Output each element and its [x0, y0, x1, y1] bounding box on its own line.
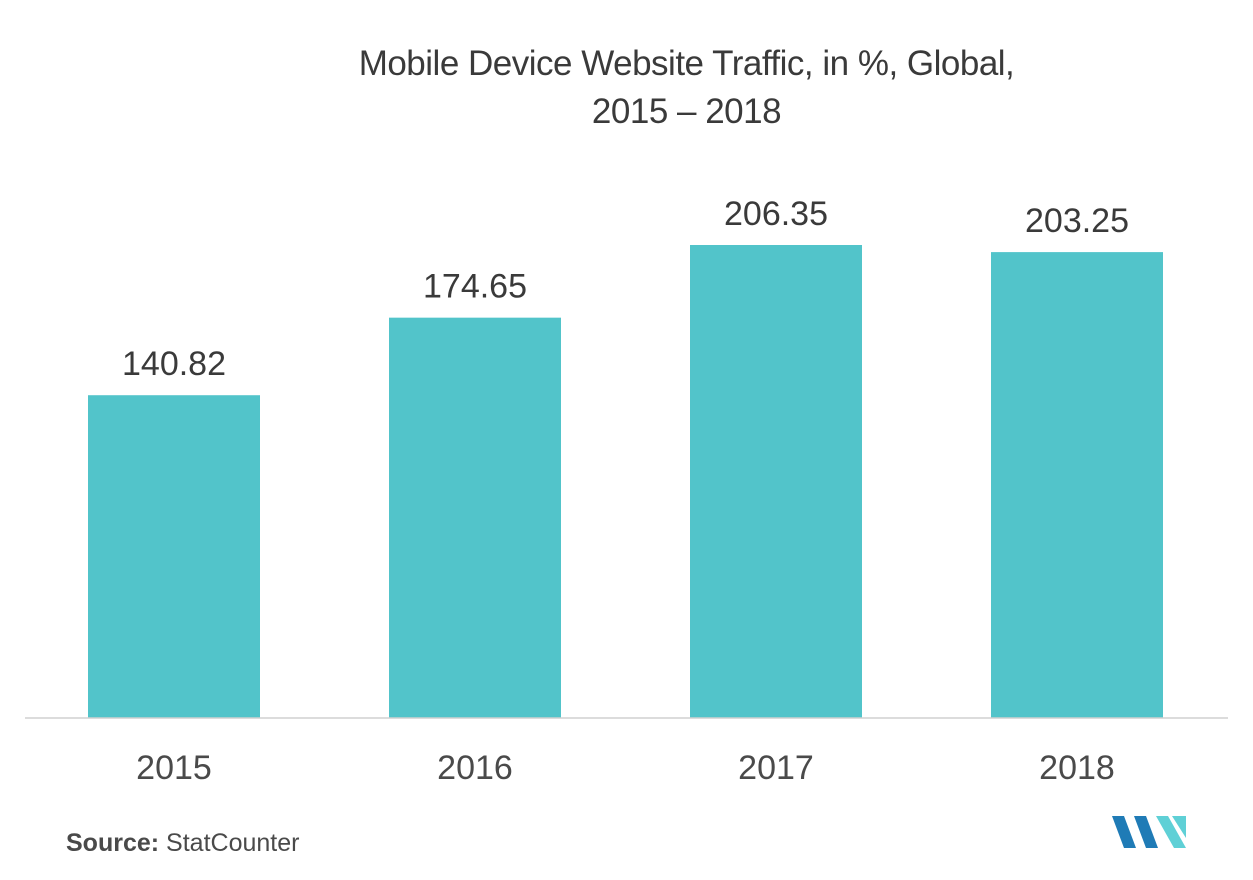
bar-2016 — [389, 317, 561, 718]
logo-shape-left — [1112, 816, 1136, 848]
x-tick-label-2015: 2015 — [136, 749, 212, 787]
chart-title: Mobile Device Website Traffic, in %, Glo… — [0, 40, 1253, 136]
x-tick-label-2017: 2017 — [738, 749, 814, 787]
chart-title-line1: Mobile Device Website Traffic, in %, Glo… — [358, 44, 1015, 83]
mordor-intelligence-logo-icon — [1112, 816, 1186, 848]
bar-value-label-2018: 203.25 — [1025, 202, 1129, 240]
bar-value-label-2015: 140.82 — [122, 345, 226, 383]
bar-2015 — [88, 395, 260, 718]
source-note: Source: StatCounter — [66, 829, 299, 858]
value-labels-group: 140.82 174.65 206.35 203.25 — [122, 195, 1129, 383]
x-tick-label-2016: 2016 — [437, 749, 513, 787]
bar-value-label-2017: 206.35 — [724, 195, 828, 233]
x-ticks-group: 2015 2016 2017 2018 — [136, 749, 1115, 787]
bar-2017 — [690, 245, 862, 718]
logo-shape-mid — [1134, 816, 1158, 848]
logo-shape-accent — [1172, 816, 1186, 838]
logo-shape-right — [1156, 816, 1186, 848]
bar-2018 — [991, 252, 1163, 718]
x-tick-label-2018: 2018 — [1039, 749, 1115, 787]
bars-group — [88, 245, 1163, 718]
source-text: StatCounter — [166, 829, 300, 857]
chart-title-line2: 2015 – 2018 — [591, 92, 782, 131]
source-label: Source: — [66, 829, 160, 857]
bar-value-label-2016: 174.65 — [423, 268, 527, 306]
